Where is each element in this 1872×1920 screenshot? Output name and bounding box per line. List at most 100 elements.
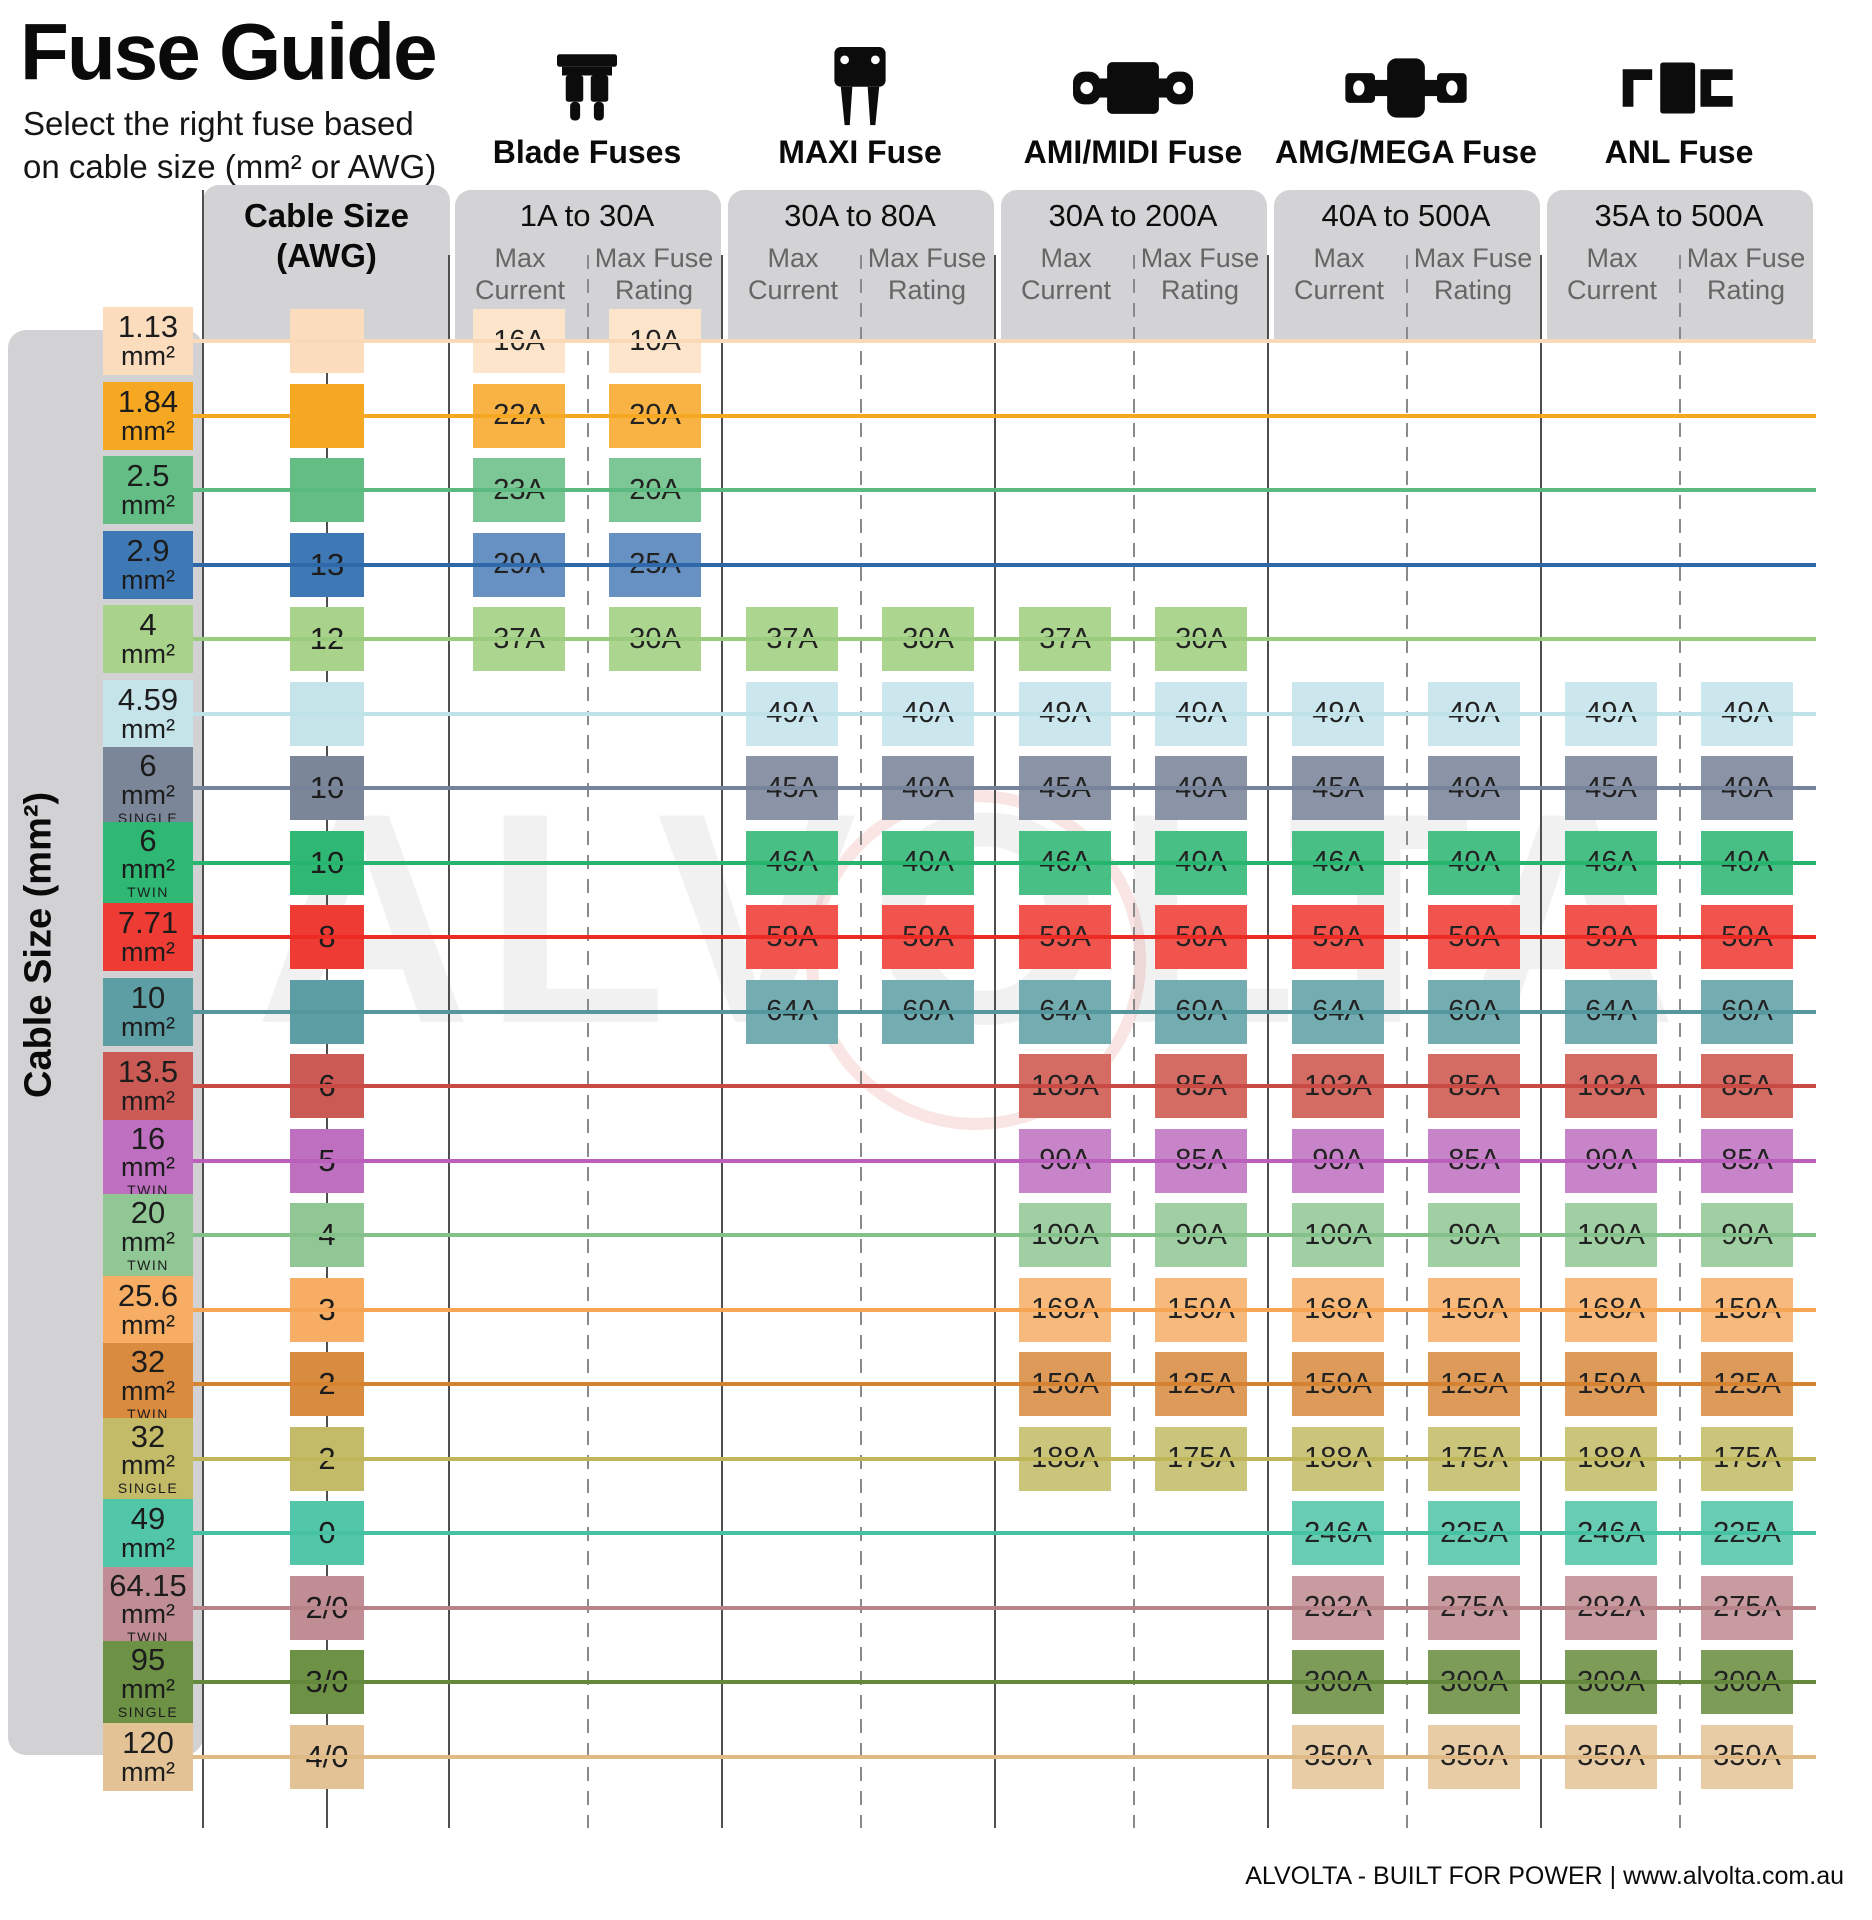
cable-size-chip: 1.84 mm² — [103, 381, 193, 450]
ami-midi-fuse-icon — [999, 36, 1267, 140]
cable-size-chip: 120 mm² — [103, 1722, 193, 1791]
awg-header-label: Cable Size (AWG) — [243, 197, 410, 274]
subcolumn-divider — [587, 255, 589, 1828]
cable-size-chip: 64.15 mm² TWIN — [103, 1566, 193, 1649]
cable-size-value: 7.71 — [117, 905, 179, 941]
column-header-max-fuse-rating: Max Fuse Rating — [594, 243, 714, 305]
anl-fuse-icon — [1545, 36, 1813, 140]
fuse-name: AMI/MIDI Fuse — [1023, 134, 1243, 170]
column-divider — [1267, 255, 1269, 1828]
fuse-name: AMG/MEGA Fuse — [1275, 134, 1537, 170]
column-header-max-fuse-rating: Max Fuse Rating — [867, 243, 987, 305]
cable-size-value: 120 — [122, 1724, 174, 1760]
cable-size-unit: mm² — [121, 1086, 175, 1117]
row-line — [110, 1307, 1816, 1312]
column-header-max-fuse-rating: Max Fuse Rating — [1413, 243, 1533, 305]
column-header-max-current: Max Current — [1293, 243, 1385, 305]
cable-size-unit: mm² — [121, 1533, 175, 1564]
cable-size-unit: mm² — [121, 1011, 175, 1042]
cable-size-suffix: TWIN — [127, 884, 169, 901]
cable-size-unit: mm² — [121, 1226, 175, 1257]
column-divider — [1540, 255, 1542, 1828]
cable-size-value: 1.13 — [117, 309, 179, 345]
cable-size-chip: 13.5 mm² — [103, 1052, 193, 1120]
cable-size-chip: 2.5 mm² — [103, 456, 193, 524]
cable-size-chip: 32 mm² TWIN — [103, 1343, 193, 1425]
cable-size-unit: mm² — [121, 564, 175, 595]
row-line — [110, 562, 1816, 567]
cable-size-value: 2.9 — [126, 532, 170, 568]
row-line — [110, 786, 1816, 790]
page-title: Fuse Guide — [20, 7, 438, 96]
cable-size-chip: 1.13 mm² — [103, 307, 193, 375]
cable-size-unit: mm² — [121, 1756, 175, 1787]
row-line — [110, 339, 1816, 343]
cable-size-unit: mm² — [121, 937, 175, 968]
cable-size-axis-label: Cable Size (mm²) — [17, 791, 60, 1099]
cable-size-value: 16 — [130, 1120, 166, 1156]
subcolumn-divider — [860, 255, 862, 1828]
cable-size-unit: mm² — [121, 713, 175, 744]
cable-size-value: 13.5 — [117, 1054, 179, 1090]
cable-size-unit: mm² — [121, 1309, 175, 1340]
column-divider — [202, 190, 204, 1828]
cable-size-value: 32 — [130, 1418, 166, 1454]
row-line — [110, 1233, 1816, 1237]
row-line — [110, 413, 1816, 418]
fuse-name: MAXI Fuse — [778, 134, 942, 170]
cable-size-value: 25.6 — [117, 1277, 179, 1313]
cable-size-chip: 16 mm² TWIN — [103, 1119, 193, 1202]
cable-size-chip: 10 mm² — [103, 977, 193, 1046]
cable-size-chip: 7.71 mm² — [103, 903, 193, 971]
column-header-max-fuse-rating: Max Fuse Rating — [1140, 243, 1260, 305]
row-line — [110, 935, 1816, 939]
cable-size-suffix: SINGLE — [117, 1480, 179, 1497]
cable-size-chip: 32 mm² SINGLE — [103, 1417, 193, 1500]
cable-size-suffix: TWIN — [127, 1256, 169, 1273]
column-header-max-current: Max Current — [747, 243, 839, 305]
subcolumn-divider — [1406, 255, 1408, 1828]
cable-size-chip: 2.9 mm² — [103, 530, 193, 599]
cable-size-chip: 4 mm² — [103, 605, 193, 673]
row-line — [110, 1605, 1816, 1610]
fuse-range: 35A to 500A — [1594, 198, 1764, 233]
cable-size-value: 32 — [130, 1344, 166, 1380]
cable-size-unit: mm² — [121, 490, 175, 521]
cable-size-unit: mm² — [121, 639, 175, 670]
row-line — [110, 1531, 1816, 1535]
column-header-max-fuse-rating: Max Fuse Rating — [1686, 243, 1806, 305]
row-line — [110, 711, 1816, 716]
column-header-max-current: Max Current — [474, 243, 566, 305]
cable-size-chip: 6 mm² SINGLE — [103, 747, 193, 829]
cable-size-value: 20 — [130, 1195, 166, 1231]
cable-size-unit: mm² — [121, 779, 175, 810]
row-line — [110, 488, 1816, 492]
blade-fuse-icon — [453, 36, 721, 140]
column-header-max-current: Max Current — [1020, 243, 1112, 305]
fuse-name: ANL Fuse — [1604, 134, 1754, 170]
row-line — [110, 1084, 1816, 1088]
fuse-range: 30A to 80A — [784, 198, 936, 233]
cable-size-chip: 49 mm² — [103, 1499, 193, 1567]
cable-size-chip: 25.6 mm² — [103, 1275, 193, 1344]
cable-size-unit: mm² — [121, 854, 175, 885]
cable-size-chip: 95 mm² SINGLE — [103, 1641, 193, 1723]
row-line — [110, 1382, 1816, 1386]
column-header-max-current: Max Current — [1566, 243, 1658, 305]
cable-size-value: 6 — [139, 748, 157, 784]
subcolumn-divider — [1679, 255, 1681, 1828]
column-divider — [448, 255, 450, 1828]
cable-size-value: 49 — [130, 1501, 166, 1537]
row-line — [110, 1009, 1816, 1014]
row-line — [110, 637, 1816, 641]
cable-size-unit: mm² — [121, 415, 175, 446]
cable-size-chip: 4.59 mm² — [103, 679, 193, 748]
subcolumn-divider — [1133, 255, 1135, 1828]
cable-size-unit: mm² — [121, 1152, 175, 1183]
cable-size-unit: mm² — [121, 1673, 175, 1704]
row-line — [110, 1158, 1816, 1163]
column-divider — [721, 255, 723, 1828]
cable-size-unit: mm² — [121, 1450, 175, 1481]
fuse-range: 30A to 200A — [1048, 198, 1218, 233]
